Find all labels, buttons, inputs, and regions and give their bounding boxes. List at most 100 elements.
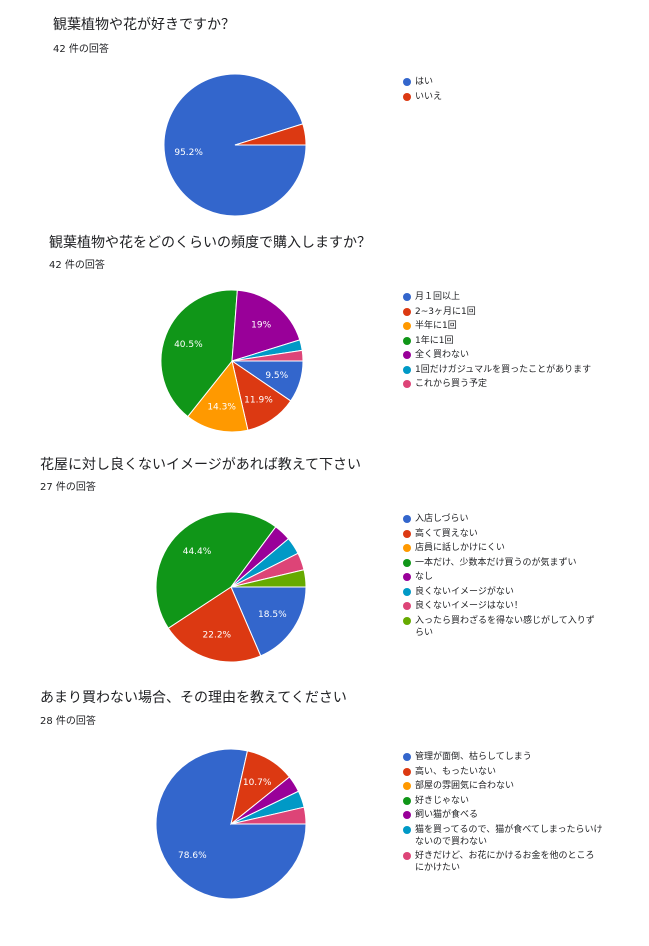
legend-swatch (403, 616, 411, 625)
question-title: 観葉植物や花が好きですか？ (53, 17, 235, 33)
pie-chart: 95.2% (163, 73, 307, 217)
legend-item: 管理が面倒、枯らしてしまう (403, 751, 603, 763)
pie-chart: 18.5% 22.2% 44.4% (155, 511, 307, 663)
legend-swatch (403, 365, 411, 374)
legend-item: 飼い猫が食べる (403, 809, 603, 821)
legend-item: 良くないイメージがない (403, 586, 603, 598)
slice-label: 14.3% (207, 403, 236, 413)
question-title: 花屋に対し良くないイメージがあれば教えて下さい (40, 457, 362, 473)
legend-label: 好きじゃない (415, 795, 470, 806)
pie-slice (230, 806, 307, 825)
legend-label: 1年に1回 (415, 335, 454, 346)
pie-legend: 月１回以上 2~3ヶ月に1回半年に1回 1年に1回全く買わない 1回だけガジュマルを買… (403, 291, 603, 393)
legend-label: 一本だけ、少数本だけ買うのが気まずい (415, 557, 577, 568)
pie-slice (234, 123, 307, 146)
legend-item: 猫を買ってるので、猫が食べてしまったらいけないので買わない (403, 824, 603, 848)
question-section-1: 観葉植物や花が好きですか？ 42 件の回答 95.2% はいいいえ (0, 0, 649, 230)
pie-chart: 9.5% 11.9% 14.3% 40.5% 19% (160, 289, 304, 433)
legend-label: 入店しづらい (415, 514, 469, 524)
legend-swatch (403, 796, 411, 805)
legend-item: 高い、もったいない (403, 766, 603, 778)
slice-label: 9.5% (265, 371, 288, 381)
question-title: あまり買わない場合、その理由を教えてください (40, 690, 347, 706)
legend-label: これから買う予定 (415, 379, 488, 389)
legend-swatch (403, 573, 411, 581)
legend-swatch (403, 544, 411, 552)
slice-label: 11.9% (244, 396, 273, 406)
pie-chart: 78.6% 10.7% (155, 748, 307, 900)
legend-label: 管理が面倒、枯らしてしまう (415, 752, 532, 762)
legend-label: 良くないイメージはない！ (415, 601, 523, 611)
legend-item: 一本だけ、少数本だけ買うのが気まずい (403, 557, 603, 569)
legend-item: 良くないイメージはない！ (403, 600, 603, 612)
legend-item: これから買う予定 (403, 378, 603, 390)
legend-swatch (403, 825, 411, 834)
legend-swatch (403, 558, 411, 567)
legend-label: なし (415, 572, 434, 582)
slice-label: 40.5% (174, 340, 203, 350)
legend-item: 好きじゃない (403, 795, 603, 807)
legend-item: なし (403, 571, 603, 583)
pie-legend: 入店しづらい 高くて買えない店員に話しかけにくい一本だけ、少数本だけ買うのが気まず… (403, 513, 603, 641)
legend-swatch (403, 78, 411, 86)
legend-label: 好きだけど、お花にかけるお金を他のところにかけたい (415, 851, 595, 873)
slice-label: 19% (251, 320, 271, 330)
legend-label: はい (415, 77, 434, 87)
legend-swatch (403, 529, 411, 538)
legend-item: 好きだけど、お花にかけるお金を他のところにかけたい (403, 850, 603, 874)
legend-label: 月１回以上 (415, 292, 461, 302)
question-section-3: 花屋に対し良くないイメージがあれば教えて下さい 27 件の回答 18.5% 22.… (0, 452, 649, 684)
slice-label: 10.7% (243, 778, 272, 788)
pie-legend: 管理が面倒、枯らしてしまう 高い、もったいない部屋の雰囲気に合わない 好きじゃない飼… (403, 751, 603, 877)
legend-item: 入ったら買わざるを得ない感じがして入りずらい (403, 615, 603, 639)
legend-item: 半年に1回 (403, 320, 603, 332)
legend-swatch (403, 322, 411, 330)
legend-label: 2~3ヶ月に1回 (415, 306, 476, 317)
legend-label: 部屋の雰囲気に合わない (415, 781, 515, 791)
legend-swatch (403, 351, 411, 359)
pie-slice (231, 349, 304, 362)
legend-item: 全く買わない (403, 349, 603, 361)
response-count: 27 件の回答 (40, 482, 96, 493)
legend-label: 高くて買えない (415, 528, 478, 539)
legend-item: 1年に1回 (403, 335, 603, 347)
slice-label: 18.5% (258, 610, 287, 620)
legend-swatch (403, 293, 411, 301)
legend-item: 1回だけガジュマルを買ったことがあります (403, 364, 603, 376)
legend-label: いいえ (415, 91, 443, 102)
legend-swatch (403, 767, 411, 776)
response-count: 42 件の回答 (49, 260, 105, 271)
legend-label: 入ったら買わざるを得ない感じがして入りずらい (415, 615, 595, 638)
question-section-2: 観葉植物や花をどのくらいの頻度で購入しますか？ 42 件の回答 9.5% 11.9… (0, 230, 649, 455)
pie-slice (167, 586, 262, 663)
legend-swatch (403, 587, 411, 596)
legend-label: 飼い猫が食べる (415, 810, 479, 820)
legend-label: 店員に話しかけにくい (415, 543, 505, 553)
response-count: 28 件の回答 (40, 716, 96, 727)
question-title: 観葉植物や花をどのくらいの頻度で購入しますか？ (49, 235, 371, 251)
slice-label: 44.4% (183, 547, 212, 557)
legend-label: 1回だけガジュマルを買ったことがあります (415, 364, 592, 375)
legend-swatch (403, 852, 411, 860)
legend-label: 全く買わない (415, 350, 470, 360)
response-count: 42 件の回答 (53, 44, 109, 55)
legend-swatch (403, 380, 411, 388)
pie-slice (230, 586, 307, 657)
legend-item: 月１回以上 (403, 291, 603, 303)
legend-label: 猫を買ってるので、猫が食べてしまったらいけないので買わない (415, 824, 603, 847)
legend-item: 部屋の雰囲気に合わない (403, 780, 603, 792)
legend-label: 良くないイメージがない (415, 586, 514, 597)
legend-swatch (403, 307, 411, 316)
legend-swatch (403, 753, 411, 761)
legend-swatch (403, 811, 411, 819)
pie-slice (187, 359, 249, 433)
slice-label: 95.2% (174, 148, 203, 158)
legend-swatch (403, 92, 411, 101)
legend-swatch (403, 782, 411, 790)
legend-item: 高くて買えない (403, 528, 603, 540)
legend-item: 入店しづらい (403, 513, 603, 525)
legend-swatch (403, 515, 411, 523)
legend-item: いいえ (403, 91, 603, 103)
legend-label: 高い、もったいない (415, 766, 497, 777)
legend-item: 店員に話しかけにくい (403, 542, 603, 554)
